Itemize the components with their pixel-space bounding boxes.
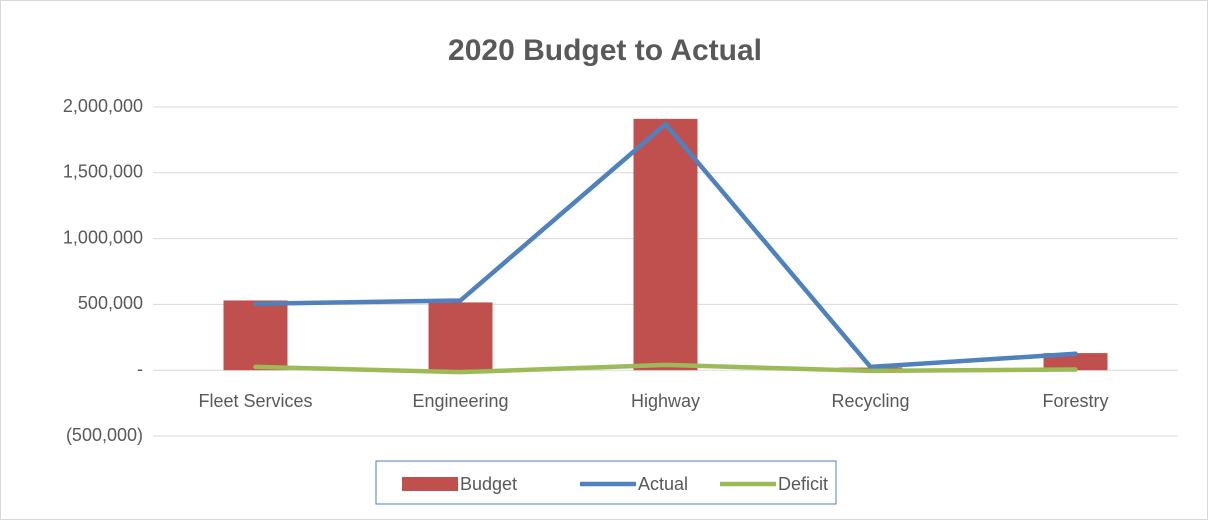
legend-label: Budget bbox=[460, 474, 517, 494]
legend-label: Actual bbox=[638, 474, 688, 494]
x-tick-label: Highway bbox=[631, 391, 700, 411]
line bbox=[253, 362, 1078, 375]
bar bbox=[633, 118, 698, 371]
y-tick-label: 1,000,000 bbox=[63, 227, 143, 247]
legend-label: Deficit bbox=[778, 474, 828, 494]
x-tick-label: Recycling bbox=[831, 391, 909, 411]
y-tick-label: - bbox=[137, 359, 143, 379]
chart-title: 2020 Budget to Actual bbox=[448, 34, 762, 67]
x-tick-label: Forestry bbox=[1042, 391, 1108, 411]
x-tick-label: Fleet Services bbox=[198, 391, 312, 411]
y-tick-label: 2,000,000 bbox=[63, 96, 143, 116]
y-tick-label: 500,000 bbox=[78, 293, 143, 313]
legend-box bbox=[375, 460, 837, 505]
line bbox=[253, 121, 1078, 370]
x-tick-label: Engineering bbox=[412, 391, 508, 411]
y-tick-label: 1,500,000 bbox=[63, 162, 143, 182]
bar bbox=[223, 300, 288, 371]
bar bbox=[428, 302, 493, 371]
bar bbox=[1043, 353, 1108, 371]
y-tick-label: (500,000) bbox=[66, 425, 143, 445]
legend-swatch bbox=[402, 477, 458, 491]
